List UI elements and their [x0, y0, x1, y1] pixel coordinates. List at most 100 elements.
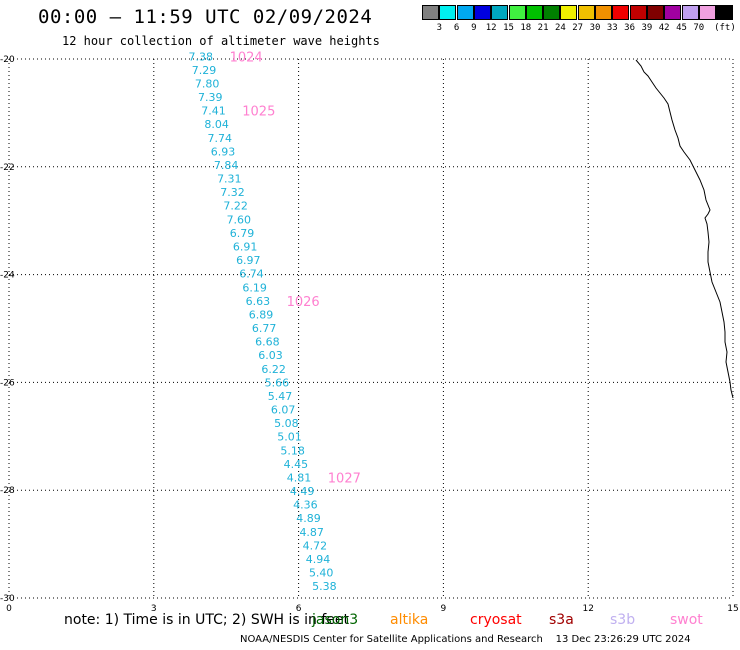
swh-value: 4.87 [299, 526, 324, 539]
satellite-s3a: s3a [549, 612, 574, 628]
legend-swatch [646, 5, 664, 20]
swh-value: 7.32 [220, 186, 245, 199]
swh-value: 7.38 [189, 50, 214, 63]
legend-swatch [716, 5, 734, 20]
legend-label: 6 [453, 23, 460, 33]
map-grid [8, 58, 734, 599]
legend-swatch [595, 5, 612, 20]
swh-value: 4.81 [287, 471, 312, 484]
satellite-jason3: jason3 [312, 612, 359, 628]
swh-value: 7.84 [214, 159, 239, 172]
pass-time-label: 1024 [230, 50, 263, 65]
satellite-altika: altika [390, 612, 429, 628]
legend-swatch [612, 5, 630, 20]
legend-label: 3 [436, 23, 443, 33]
legend-swatch [508, 5, 526, 20]
swh-value: 6.68 [255, 336, 280, 349]
swh-value: 6.89 [249, 308, 274, 321]
swh-value: 5.08 [274, 417, 299, 430]
legend-label: 42 [658, 23, 670, 33]
legend-label: 24 [554, 23, 566, 33]
credit-text: NOAA/NESDIS Center for Satellite Applica… [240, 634, 543, 645]
satellite-cryosat: cryosat [470, 612, 522, 628]
legend-swatch [439, 5, 457, 20]
legend-unit: (ft) [714, 23, 736, 33]
legend-label: 27 [572, 23, 584, 33]
swh-value: 7.60 [227, 213, 252, 226]
legend-swatch [577, 5, 595, 20]
note-text: note: 1) Time is in UTC; 2) SWH is in fe… [64, 612, 350, 628]
x-tick-label: 3 [151, 604, 157, 614]
pass-time-label: 1027 [328, 471, 361, 486]
legend-swatch [473, 5, 491, 20]
swh-value: 6.19 [242, 281, 267, 294]
swh-value: 7.22 [223, 200, 248, 213]
swh-value: 5.01 [277, 431, 302, 444]
legend-label: 12 [485, 23, 497, 33]
satellite-swot: swot [670, 612, 703, 628]
swh-value: 7.29 [192, 64, 217, 77]
swh-value: 6.63 [246, 295, 271, 308]
x-tick-label: 15 [727, 604, 738, 614]
map-axis-labels: 0 3 6 9 12 15 -20 -22 -24 -26 -28 -30 [0, 55, 739, 614]
legend-label: 33 [606, 23, 618, 33]
swh-value: 6.22 [261, 363, 286, 376]
satellite-s3b: s3b [610, 612, 636, 628]
swh-value: 5.66 [265, 376, 290, 389]
swh-value: 7.80 [195, 77, 220, 90]
legend-label: 21 [537, 23, 549, 33]
swh-value: 6.79 [230, 227, 255, 240]
pass-time-label: 1025 [242, 105, 275, 120]
swh-value: 6.77 [252, 322, 277, 335]
swh-value: 4.72 [303, 539, 328, 552]
swh-value: 4.94 [306, 553, 331, 566]
legend-swatch [698, 5, 716, 20]
y-tick-label: -22 [0, 163, 15, 173]
coastline [635, 59, 734, 399]
legend-label: 45 [676, 23, 687, 33]
x-tick-label: 6 [296, 604, 302, 614]
swh-value: 5.18 [280, 444, 305, 457]
x-tick-label: 12 [582, 604, 593, 614]
swh-value: 7.41 [201, 105, 226, 118]
legend-swatch [664, 5, 682, 20]
swh-value: 7.74 [208, 132, 233, 145]
legend-label: 9 [471, 23, 477, 33]
swh-value: 5.40 [309, 567, 334, 580]
y-tick-label: -20 [0, 55, 15, 65]
legend-swatch [422, 5, 439, 20]
swh-value: 7.31 [217, 173, 242, 186]
swh-value: 6.74 [239, 268, 264, 281]
swh-value: 4.89 [296, 512, 321, 525]
swh-value: 6.93 [211, 145, 236, 158]
legend-label: 18 [520, 23, 532, 33]
legend-swatch [525, 5, 543, 20]
legend-label: 30 [589, 23, 601, 33]
swh-value: 6.97 [236, 254, 261, 267]
legend-swatch [681, 5, 699, 20]
legend-label: 39 [641, 23, 653, 33]
swh-value: 4.49 [290, 485, 315, 498]
legend-swatch [629, 5, 647, 20]
swh-value: 4.45 [284, 458, 309, 471]
swh-value: 5.47 [268, 390, 293, 403]
legend-swatch [543, 5, 561, 20]
map-subtitle: 12 hour collection of altimeter wave hei… [62, 34, 380, 48]
legend-swatch [560, 5, 578, 20]
legend-swatch [456, 5, 474, 20]
swh-value: 4.36 [293, 499, 318, 512]
legend-label: 70 [693, 23, 705, 33]
swh-value: 6.07 [271, 404, 296, 417]
x-tick-label: 0 [6, 604, 12, 614]
swh-value: 8.04 [204, 118, 229, 131]
y-tick-label: -28 [0, 486, 15, 496]
map-title: 00:00 – 11:59 UTC 02/09/2024 [38, 6, 373, 28]
legend-label: 36 [624, 23, 636, 33]
swh-value: 6.03 [258, 349, 283, 362]
satellite-track: 7.387.297.807.397.418.047.746.937.847.31… [189, 50, 361, 593]
swh-value: 5.38 [312, 580, 337, 593]
swh-value: 6.91 [233, 241, 258, 254]
y-tick-label: -24 [0, 271, 15, 281]
y-tick-label: -26 [0, 378, 15, 388]
